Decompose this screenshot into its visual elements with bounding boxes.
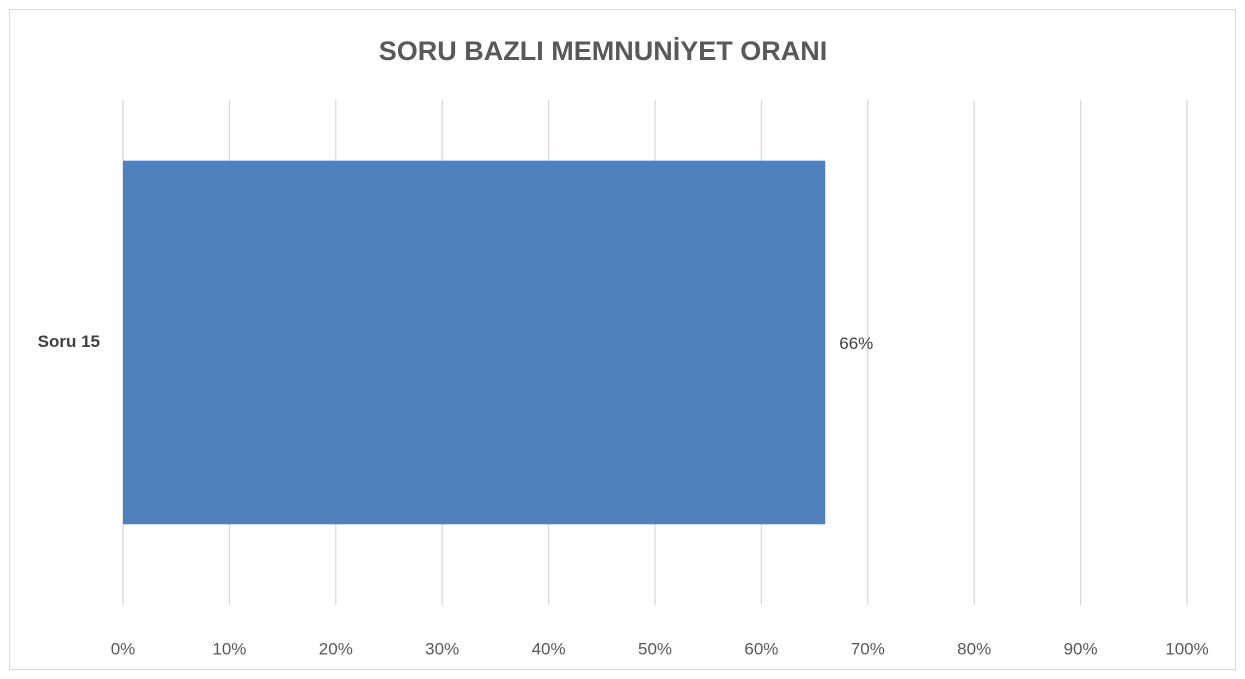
x-tick-label: 30%: [425, 639, 459, 658]
x-tick-label: 20%: [319, 639, 353, 658]
x-tick-label: 50%: [638, 639, 672, 658]
x-tick-label: 80%: [957, 639, 991, 658]
data-label: 66%: [839, 334, 873, 353]
x-tick-label: 60%: [744, 639, 778, 658]
y-tick-label: Soru 15: [38, 332, 100, 351]
x-tick-label: 70%: [851, 639, 885, 658]
x-tick-label: 0%: [111, 639, 136, 658]
x-tick-label: 90%: [1064, 639, 1098, 658]
x-tick-label: 40%: [532, 639, 566, 658]
bar: [123, 160, 826, 525]
x-tick-label: 10%: [212, 639, 246, 658]
chart-title: SORU BAZLI MEMNUNİYET ORANI: [379, 36, 828, 66]
x-tick-label: 100%: [1165, 639, 1208, 658]
